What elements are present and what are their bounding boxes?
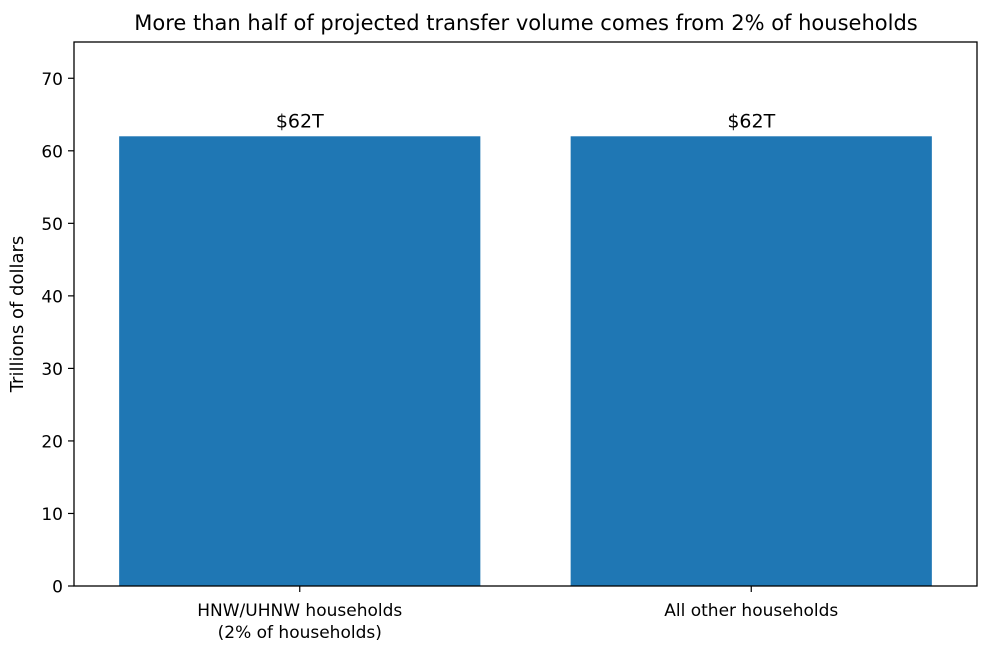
x-tick-label: HNW/UHNW households <box>197 601 402 621</box>
bar <box>119 136 481 586</box>
x-tick-label: All other households <box>664 601 838 621</box>
y-tick-label: 0 <box>52 578 63 598</box>
x-tick-label: (2% of households) <box>218 623 382 643</box>
y-tick-label: 60 <box>41 142 63 162</box>
y-tick-label: 70 <box>41 70 63 90</box>
y-tick-label: 10 <box>41 505 63 525</box>
bar-value-label: $62T <box>727 110 775 132</box>
y-tick-label: 20 <box>41 432 63 452</box>
chart-title: More than half of projected transfer vol… <box>134 11 917 35</box>
plot-area: $62T HNW/UHNW households(2% of households… <box>41 41 978 643</box>
bar-value-label: $62T <box>276 110 324 132</box>
y-tick-label: 50 <box>41 215 63 235</box>
bar <box>570 136 932 586</box>
y-axis-label: Trillions of dollars <box>7 236 28 394</box>
plot-frame <box>73 41 978 587</box>
y-tick-label: 40 <box>41 287 63 307</box>
y-tick-label: 30 <box>41 360 63 380</box>
